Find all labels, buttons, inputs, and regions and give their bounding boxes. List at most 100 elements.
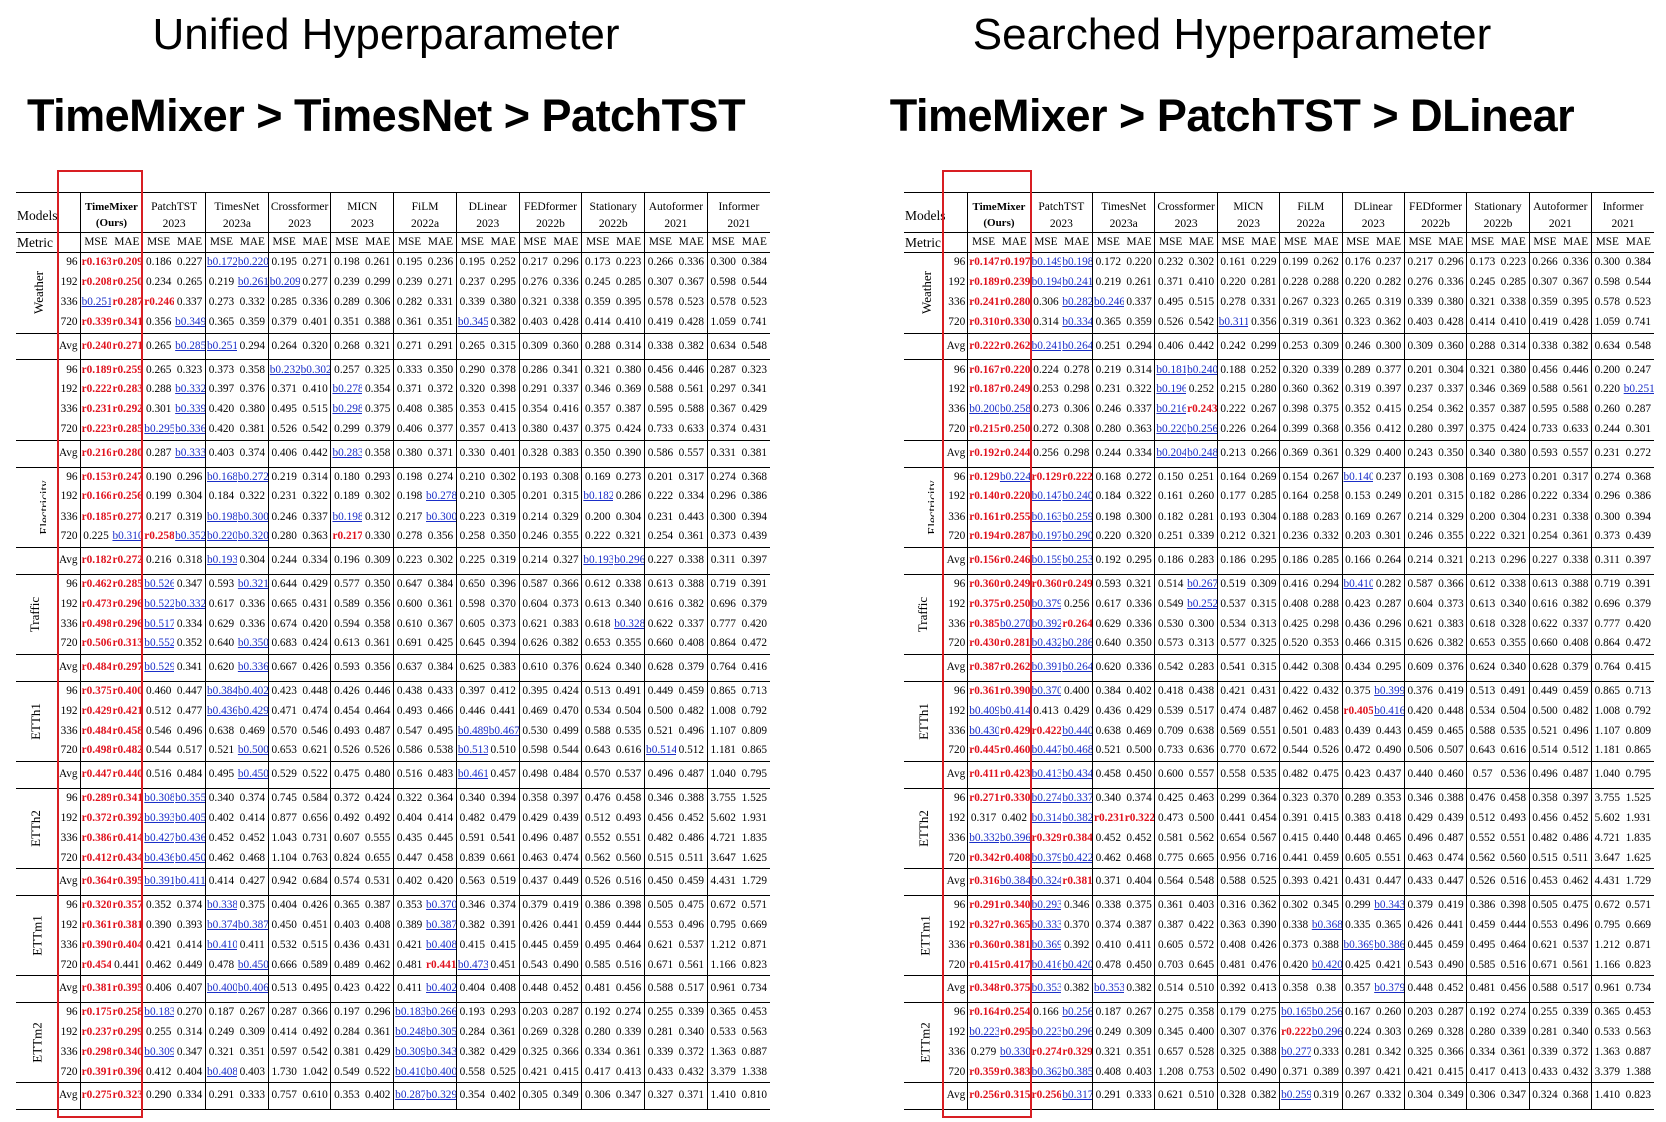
mae-cell: 0.319	[174, 507, 205, 527]
mae-cell: 0.490	[550, 956, 581, 976]
cell-value: 0.420	[1625, 617, 1652, 630]
cell-value: 0.313	[1188, 637, 1215, 650]
cell-value: 0.412	[490, 684, 516, 697]
cell-value: 0.355	[1438, 530, 1464, 543]
cell-value: 0.300	[710, 256, 736, 269]
cell-value: 0.526	[365, 744, 391, 757]
cell-value: 0.433	[1407, 875, 1433, 888]
mae-cell: 0.458	[1498, 788, 1529, 808]
cell-value: 0.393	[1282, 875, 1309, 888]
mae-cell: 0.306	[362, 293, 393, 313]
mae-cell: 0.301	[1373, 527, 1404, 547]
cell-value: 0.338	[678, 554, 705, 567]
avg-mse-cell: 0.324	[1528, 1082, 1561, 1110]
mae-cell: 0.365	[1373, 915, 1404, 935]
avg-mae-cell: 0.283	[1186, 547, 1217, 574]
cell-value: 0.371	[271, 383, 297, 396]
cell-value: 0.254	[1407, 403, 1433, 416]
cell-value: 0.458	[427, 851, 454, 864]
cell-value: 0.404	[396, 811, 423, 824]
cell-value: r0.460	[999, 744, 1031, 757]
cell-value: b0.293	[1031, 898, 1062, 911]
mse-cell: 1.363	[706, 1042, 739, 1063]
mae-cell: 0.474	[550, 848, 581, 868]
cell-value: 0.291	[522, 383, 548, 396]
mae-cell: 0.439	[739, 527, 770, 547]
cell-value: 0.770	[1220, 744, 1246, 757]
mse-cell: 0.279	[967, 1042, 999, 1063]
mse-cell: b0.338	[205, 895, 237, 916]
cell-value: 0.481	[1469, 982, 1496, 995]
cell-value: 0.286	[522, 363, 548, 376]
avg-mse-cell: 0.600	[1154, 761, 1187, 789]
cell-value: b0.362	[1031, 1065, 1062, 1078]
mse-cell: 4.721	[1590, 828, 1623, 849]
cell-value: b0.517	[144, 617, 175, 630]
mae-cell: r0.249	[1061, 574, 1092, 594]
cell-value: 0.424	[365, 791, 391, 804]
mse-cell: b0.362	[1029, 1062, 1062, 1083]
mse-cell: 0.421	[518, 1062, 551, 1083]
cell-value: 0.186	[1158, 554, 1184, 567]
cell-value: b0.311	[1218, 316, 1249, 329]
cell-value: 0.393	[176, 918, 203, 931]
cell-value: b0.295	[144, 423, 175, 436]
cell-value: 0.537	[1562, 938, 1589, 951]
avg-mae-cell: 0.510	[1186, 976, 1217, 1003]
avg-mae-cell: 0.449	[550, 868, 581, 895]
cell-value: r0.250	[112, 276, 143, 289]
mse-cell: 0.198	[393, 467, 426, 488]
cell-value: 0.482	[1282, 768, 1309, 781]
cell-value: 0.514	[1532, 744, 1558, 757]
cell-value: 0.388	[678, 791, 705, 804]
mse-cell: 0.404	[393, 808, 426, 829]
mse-cell: 0.280	[267, 527, 300, 548]
table-row: 192 r0.187 r0.249 0.253 0.298 0.231 0.322 b0.19…	[904, 379, 1654, 401]
cell-value: 0.186	[146, 256, 172, 269]
avg-mse-cell: b0.259	[1279, 1082, 1311, 1110]
avg-mse-cell: 0.448	[518, 975, 551, 1003]
cell-value: 0.300	[1594, 256, 1621, 269]
cell-value: 0.373	[710, 530, 736, 543]
cell-value: 0.463	[522, 851, 548, 864]
mae-cell: 0.655	[362, 848, 393, 868]
cell-value: 0.381	[239, 423, 266, 436]
table-row: ETTm2 96 r0.164 r0.254 0.166 b0.256 0.187 0.267…	[904, 1002, 1654, 1063]
mae-cell: 0.428	[1560, 313, 1591, 333]
cell-value: 0.287	[1375, 597, 1402, 610]
cell-value: b0.406	[237, 982, 269, 995]
mae-cell: 0.446	[362, 681, 393, 701]
avg-mse-cell: 4.431	[706, 868, 739, 896]
cell-value: 0.426	[1407, 918, 1433, 931]
mse-cell: 0.321	[581, 359, 614, 380]
cell-value: 0.350	[1438, 446, 1464, 459]
cell-value: b0.261	[237, 276, 269, 289]
cell-value: 0.733	[1158, 744, 1184, 757]
avg-label: Avg	[946, 446, 966, 459]
left-title: Unified Hyperparameter	[152, 10, 620, 59]
cell-value: 0.431	[302, 597, 328, 610]
avg-mse-cell: 0.628	[1528, 654, 1561, 682]
cell-value: 0.269	[522, 1025, 548, 1038]
cell-value: 0.311	[1594, 554, 1620, 567]
avg-mae-cell: 0.383	[550, 440, 581, 467]
mae-cell: 0.636	[1186, 741, 1217, 761]
mse-cell: 0.321	[1091, 1042, 1124, 1063]
avg-label: Avg	[58, 982, 78, 995]
avg-mae-cell: b0.336	[237, 654, 268, 681]
mse-cell: 0.274	[706, 467, 739, 488]
mse-cell: b0.333	[1029, 915, 1062, 936]
cell-value: 0.272	[1625, 446, 1652, 459]
mae-cell: 0.571	[1623, 895, 1654, 915]
model-header: TimesNet 2023a	[1091, 192, 1155, 233]
avg-mse-cell: 0.628	[644, 654, 676, 682]
cell-value: 0.323	[1313, 296, 1339, 309]
cell-value: 0.414	[271, 1025, 297, 1038]
cell-value: 0.733	[647, 423, 674, 436]
mae-cell: 0.369	[1498, 380, 1529, 400]
dataset-label: ETTm1	[904, 895, 934, 975]
mae-cell: 0.306	[1061, 400, 1092, 420]
cell-value: 0.542	[302, 423, 328, 436]
horizon: 720	[948, 316, 966, 329]
mae-cell: 0.413	[488, 420, 519, 440]
